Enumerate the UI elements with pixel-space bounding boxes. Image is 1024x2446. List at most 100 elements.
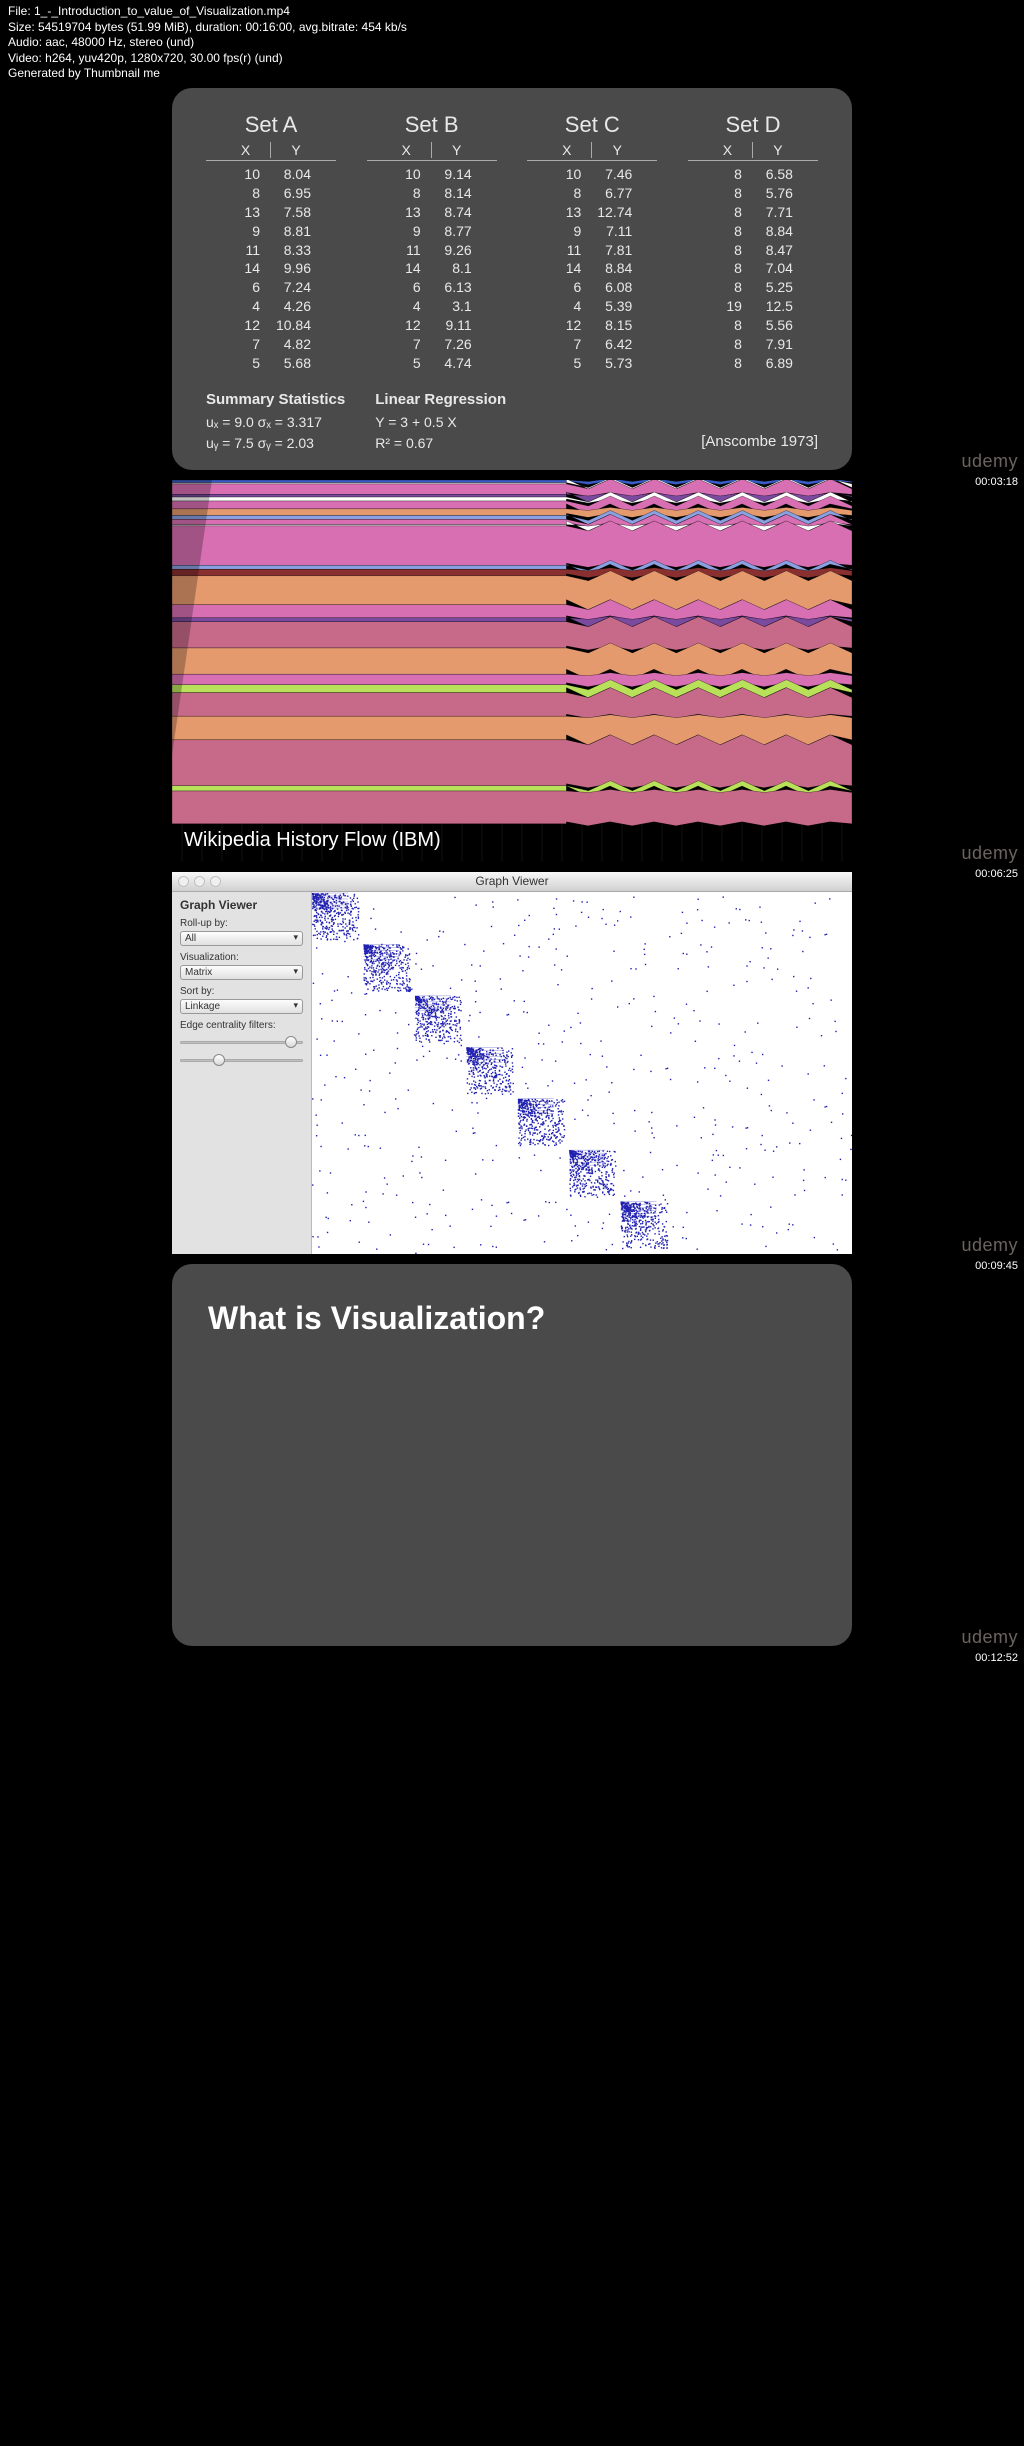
- cell-y: 6.77: [592, 184, 642, 203]
- regression-heading: Linear Regression: [375, 391, 506, 408]
- table-row: 98.81: [206, 222, 336, 241]
- cell-y: 9.14: [432, 165, 482, 184]
- set-title: Set C: [527, 112, 657, 138]
- thumbnail-4: What is Visualization?: [172, 1264, 852, 1646]
- cell-x: 8: [703, 259, 753, 278]
- cell-x: 12: [542, 316, 592, 335]
- table-row: 66.08: [527, 278, 657, 297]
- window-titlebar[interactable]: Graph Viewer: [172, 872, 852, 892]
- centrality-slider-1[interactable]: [180, 1035, 303, 1049]
- cell-y: 8.33: [271, 241, 321, 260]
- reg-line-1: Y = 3 + 0.5 X: [375, 412, 506, 433]
- table-row: 85.56: [688, 316, 818, 335]
- timestamp-3: 00:09:45: [975, 1260, 1018, 1272]
- cell-y: 5.68: [271, 354, 321, 373]
- table-row: 87.04: [688, 259, 818, 278]
- cell-x: 13: [542, 203, 592, 222]
- cell-x: 4: [221, 297, 271, 316]
- timestamp-1: 00:03:18: [975, 476, 1018, 488]
- filters-label: Edge centrality filters:: [180, 1020, 303, 1031]
- cell-y: 3.1: [432, 297, 482, 316]
- cell-y: 5.73: [592, 354, 642, 373]
- thumbnail-2: Wikipedia History Flow (IBM): [172, 480, 852, 862]
- historyflow-caption: Wikipedia History Flow (IBM): [184, 829, 441, 852]
- cell-x: 8: [703, 184, 753, 203]
- table-row: 107.46: [527, 165, 657, 184]
- watermark-3: udemy: [961, 1235, 1018, 1256]
- file-metadata: File: 1_-_Introduction_to_value_of_Visua…: [0, 0, 1024, 86]
- cell-x: 4: [542, 297, 592, 316]
- cell-y: 9.96: [271, 259, 321, 278]
- centrality-slider-2[interactable]: [180, 1053, 303, 1067]
- linear-regression: Linear Regression Y = 3 + 0.5 X R² = 0.6…: [375, 391, 506, 454]
- cell-y: 7.81: [592, 241, 642, 260]
- cell-y: 7.91: [753, 335, 803, 354]
- cell-y: 7.58: [271, 203, 321, 222]
- cell-x: 19: [703, 297, 753, 316]
- cell-y: 7.24: [271, 278, 321, 297]
- cell-y: 5.39: [592, 297, 642, 316]
- matrix-viewport[interactable]: [312, 892, 852, 1254]
- cell-y: 7.11: [592, 222, 642, 241]
- column-header: Y: [432, 142, 482, 158]
- cell-x: 14: [382, 259, 432, 278]
- table-row: 118.33: [206, 241, 336, 260]
- cell-x: 10: [542, 165, 592, 184]
- table-row: 86.77: [527, 184, 657, 203]
- meta-generated: Generated by Thumbnail me: [8, 66, 1016, 82]
- cell-x: 8: [382, 184, 432, 203]
- cell-y: 6.13: [432, 278, 482, 297]
- table-row: 1912.5: [688, 297, 818, 316]
- visualization-select[interactable]: Matrix: [180, 965, 303, 980]
- rollup-label: Roll-up by:: [180, 918, 303, 929]
- cell-y: 8.84: [592, 259, 642, 278]
- table-row: 88.14: [367, 184, 497, 203]
- cell-y: 8.47: [753, 241, 803, 260]
- table-row: 117.81: [527, 241, 657, 260]
- cell-x: 8: [703, 222, 753, 241]
- cell-y: 8.15: [592, 316, 642, 335]
- cell-x: 6: [382, 278, 432, 297]
- table-row: 1210.84: [206, 316, 336, 335]
- meta-video: Video: h264, yuv420p, 1280x720, 30.00 fp…: [8, 51, 1016, 67]
- thumbnail-3: Graph Viewer Graph Viewer Roll-up by: Al…: [172, 872, 852, 1254]
- table-row: 67.24: [206, 278, 336, 297]
- cell-y: 4.74: [432, 354, 482, 373]
- cell-x: 11: [221, 241, 271, 260]
- summary-stats: Summary Statistics uₓ = 9.0 σₓ = 3.317 u…: [206, 391, 345, 454]
- cell-x: 8: [703, 354, 753, 373]
- cell-y: 9.11: [432, 316, 482, 335]
- cell-y: 7.71: [753, 203, 803, 222]
- table-row: 74.82: [206, 335, 336, 354]
- cell-x: 14: [221, 259, 271, 278]
- reg-line-2: R² = 0.67: [375, 433, 506, 454]
- cell-y: 7.04: [753, 259, 803, 278]
- cell-y: 6.58: [753, 165, 803, 184]
- column-header: Y: [592, 142, 642, 158]
- cell-x: 8: [221, 184, 271, 203]
- title-heading: What is Visualization?: [208, 1300, 816, 1337]
- cell-y: 7.26: [432, 335, 482, 354]
- column-headers: XY: [527, 142, 657, 161]
- table-row: 87.91: [688, 335, 818, 354]
- column-header: X: [542, 142, 592, 158]
- thumbnail-1: Set AXY108.0486.95137.5898.81118.33149.9…: [172, 88, 852, 470]
- cell-x: 9: [382, 222, 432, 241]
- table-row: 128.15: [527, 316, 657, 335]
- table-row: 86.95: [206, 184, 336, 203]
- cell-x: 8: [542, 184, 592, 203]
- column-header: Y: [271, 142, 321, 158]
- table-row: 109.14: [367, 165, 497, 184]
- cell-y: 8.84: [753, 222, 803, 241]
- cell-y: 6.95: [271, 184, 321, 203]
- rollup-select[interactable]: All: [180, 931, 303, 946]
- column-header: X: [221, 142, 271, 158]
- visualization-label: Visualization:: [180, 952, 303, 963]
- summary-heading: Summary Statistics: [206, 391, 345, 408]
- cell-y: 5.76: [753, 184, 803, 203]
- table-row: 55.73: [527, 354, 657, 373]
- data-set: Set BXY109.1488.14138.7498.77119.26148.1…: [367, 112, 497, 373]
- data-set: Set CXY107.4686.771312.7497.11117.81148.…: [527, 112, 657, 373]
- watermark-1: udemy: [961, 451, 1018, 472]
- sortby-select[interactable]: Linkage: [180, 999, 303, 1014]
